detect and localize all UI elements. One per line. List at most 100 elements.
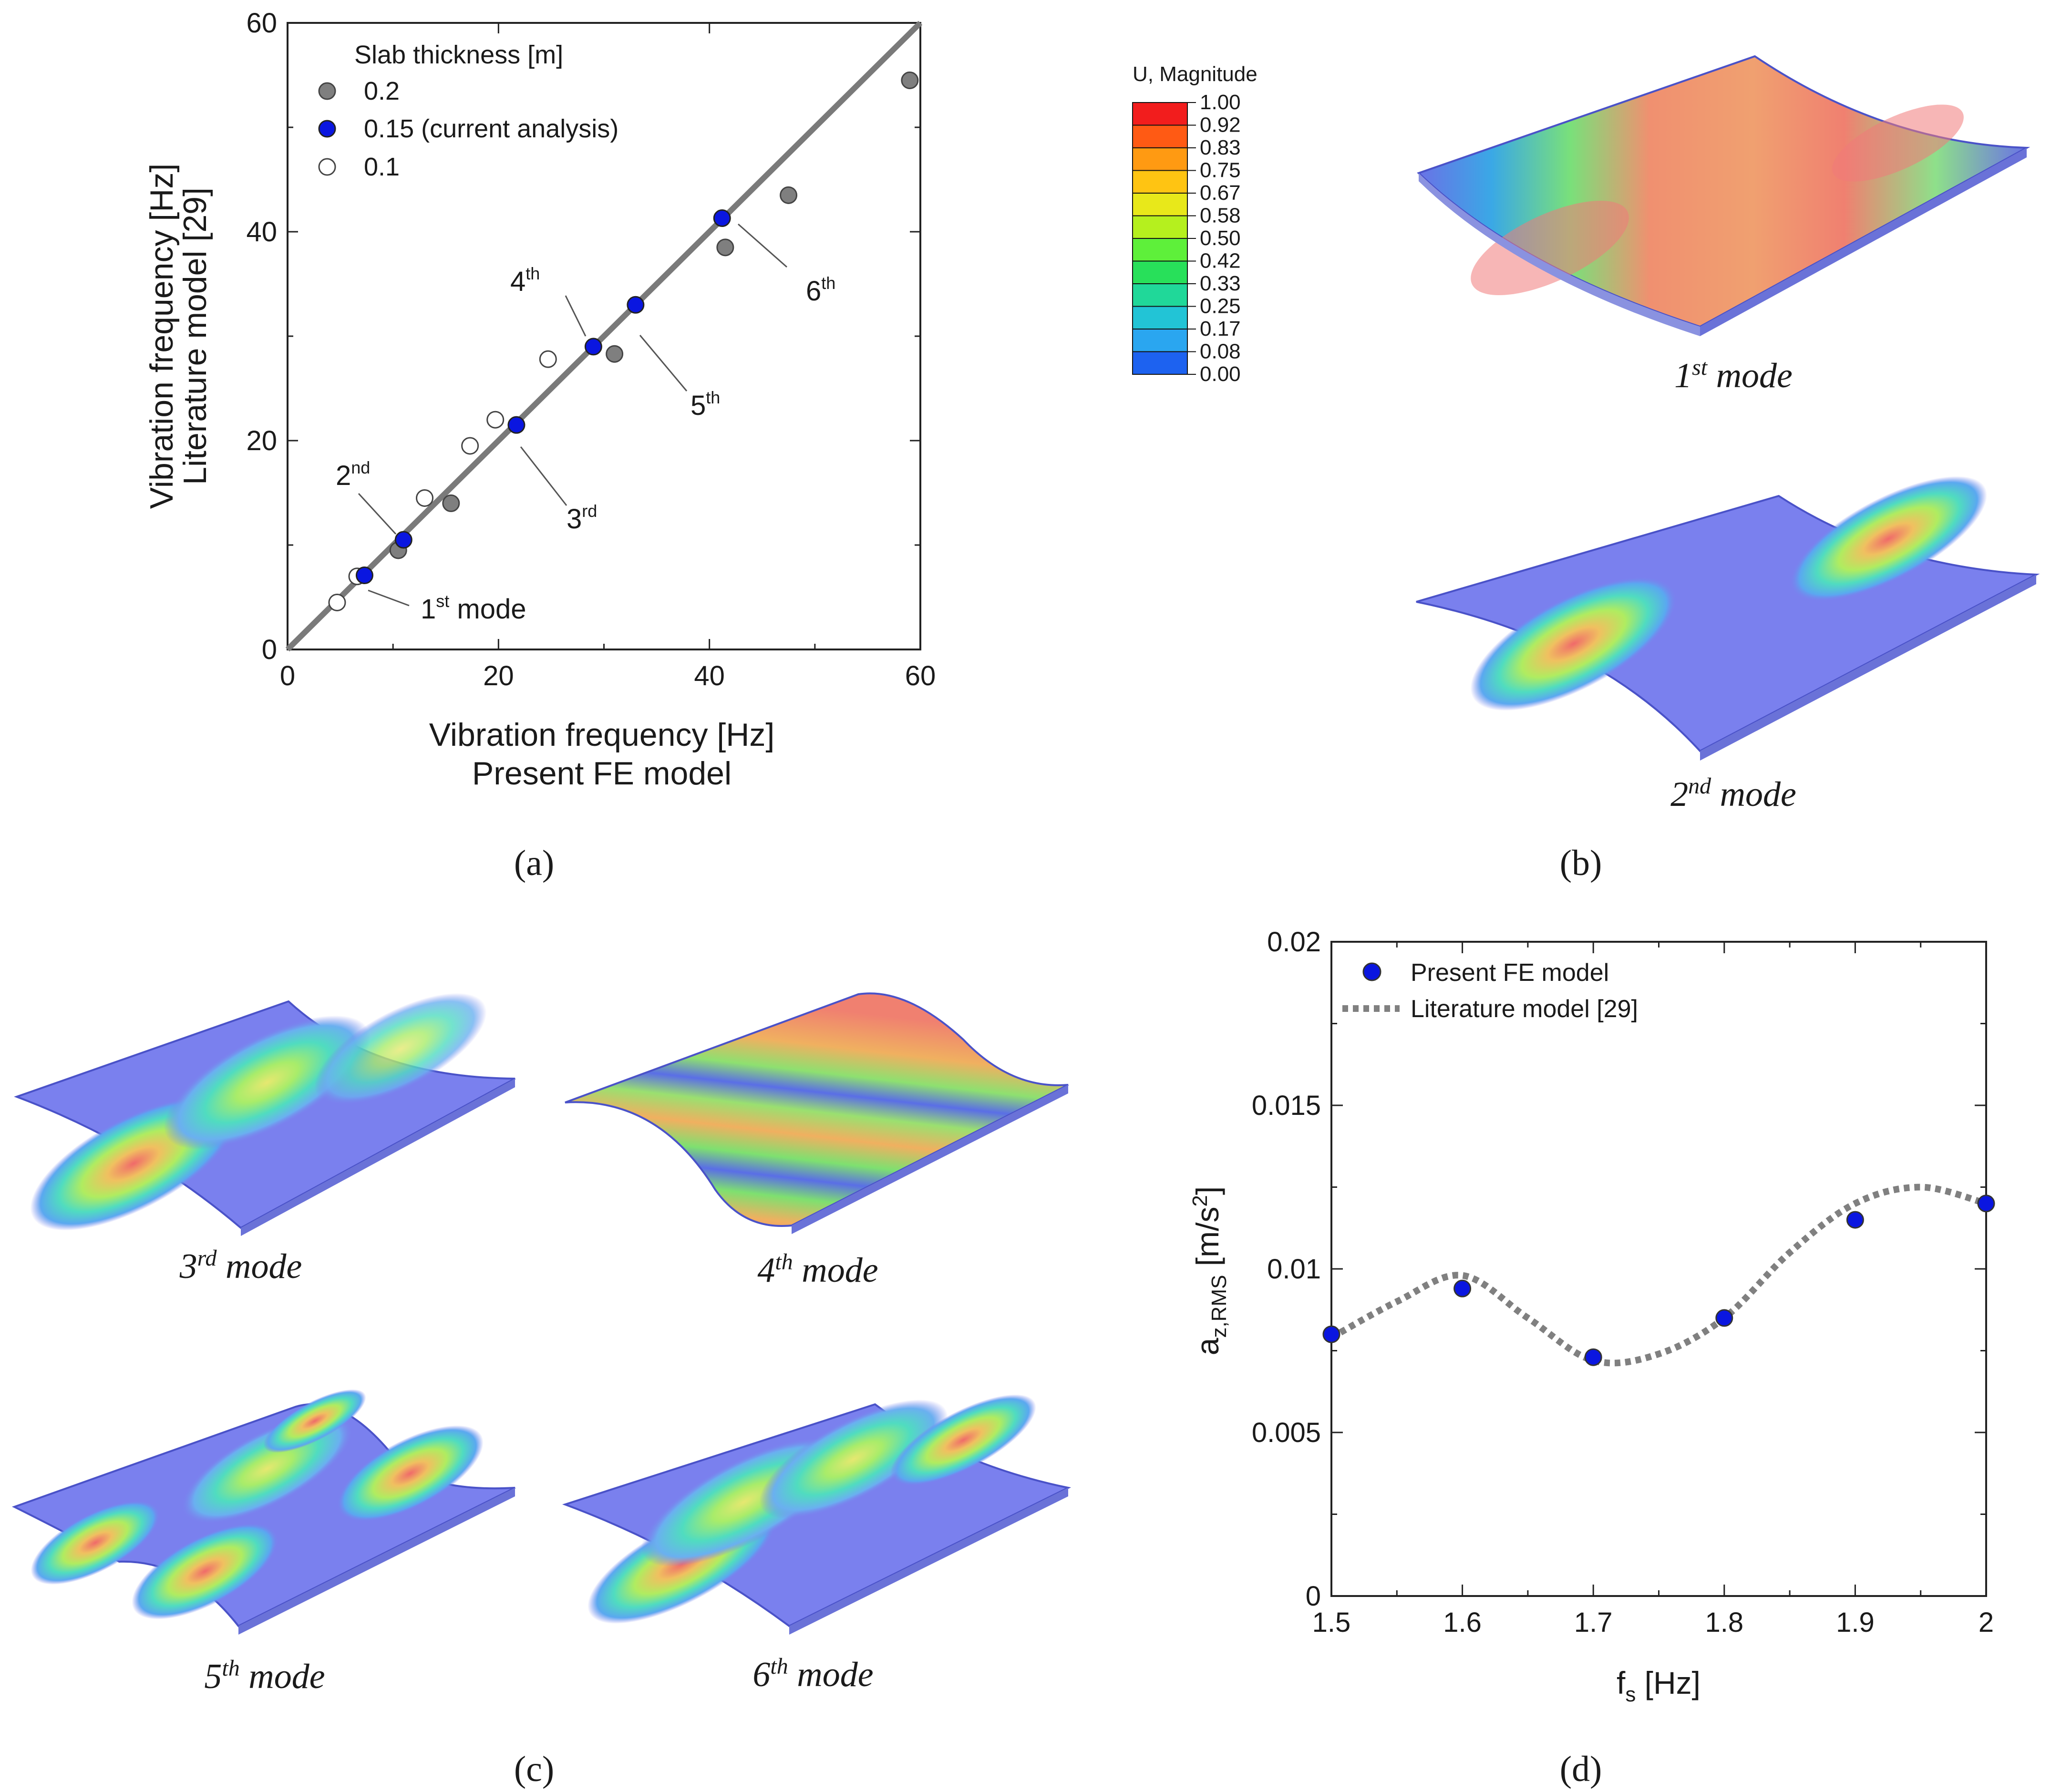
a-xtick-label-60: 60 [905,660,936,691]
a-xtick-label-40: 40 [694,660,725,691]
d-literature-curve [1330,1184,1987,1367]
annotation-mode-3: 3rd [567,501,597,535]
panel-label-a: (a) [514,843,554,883]
a-point-0.2-4 [780,186,798,204]
a-point-0.15-3 [584,338,602,356]
a-ytick-label-40: 40 [246,216,277,247]
colorbar-label-0.00: 0.00 [1200,362,1241,386]
legend-marker-0.2 [318,82,336,100]
legend-marker-0.15 [318,120,336,138]
d-point-1.8 [1715,1309,1733,1327]
mode-6-shape [562,1394,1072,1635]
panel-d-literature-line [1330,1184,1987,1367]
colorbar-label-0.92: 0.92 [1200,113,1241,137]
a-point-0.15-4 [627,296,645,314]
colorbar-band-5 [1132,215,1188,239]
panel-a-ylabel: Vibration frequency [Hz] [144,164,180,509]
colorbar-band-8 [1132,283,1188,307]
mode-4-label: 4th mode [757,1249,878,1290]
mode-1-shape [1417,55,2030,336]
a-point-0.1-2 [416,489,434,507]
mode-5-shape [11,1389,515,1635]
colorbar-band-11 [1132,351,1188,375]
d-point-1.7 [1584,1348,1602,1366]
annotation-mode-1: 1st mode [421,591,526,625]
a-point-0.15-2 [507,416,526,434]
a-point-0.15-0 [355,566,373,585]
a-point-0.1-3 [461,437,479,455]
legend-label-0.1: 0.1 [364,153,400,181]
a-ytick-label-60: 60 [246,8,277,39]
d-xtick-label-1.8: 1.8 [1705,1607,1743,1638]
panel-d-xlabel: fs [Hz] [1617,1665,1701,1706]
legend-label-fe: Present FE model [1411,959,1609,987]
legend-label-0.15: 0.15 (current analysis) [364,114,618,143]
d-xtick-label-2: 2 [1979,1607,1994,1638]
colorbar-label-0.75: 0.75 [1200,159,1241,182]
d-xtick-label-1.9: 1.9 [1836,1607,1875,1638]
a-xtick-label-0: 0 [280,660,295,691]
panel-label-b: (b) [1560,843,1602,883]
panel-a-annotations [358,223,787,607]
legend-marker-0.1 [318,158,336,176]
d-ytick-label-0.02: 0.02 [1267,927,1321,958]
panel-a-data-points [328,71,919,611]
a-ytick-label-20: 20 [246,425,277,456]
panel-a-xlabel-secondary: Present FE model [472,755,732,792]
a-point-0.2-3 [716,238,734,257]
panel-a-ylabel-secondary: Literature model [29] [177,187,213,485]
colorbar-label-0.58: 0.58 [1200,204,1241,227]
colorbar-label-0.08: 0.08 [1200,340,1241,363]
colorbar-label-0.50: 0.50 [1200,227,1241,250]
colorbar-band-4 [1132,193,1188,216]
panel-d: 1.5 1.6 1.7 1.8 1.9 2 0 0.005 0.01 0.015 0.02 Pres… [1188,927,1995,1789]
d-point-1.6 [1453,1279,1472,1298]
d-ytick-label-0: 0 [1306,1581,1321,1612]
annotation-mode-5: 5th [691,388,720,421]
a-point-0.2-2 [606,345,624,363]
mode-5-label: 5th mode [204,1656,325,1696]
legend-label-literature: Literature model [29] [1411,995,1638,1023]
d-point-1.5 [1322,1325,1340,1343]
colorbar: 1.000.920.830.750.670.580.500.420.330.25… [1132,91,1241,386]
colorbar-band-1 [1132,124,1188,148]
panel-label-d: (d) [1560,1749,1602,1789]
mode-2-shape [1416,476,2040,761]
a-point-0.1-0 [328,593,346,611]
d-xtick-label-1.5: 1.5 [1312,1607,1351,1638]
legend-label-0.2: 0.2 [364,77,400,105]
d-xtick-label-1.7: 1.7 [1574,1607,1613,1638]
panel-d-ylabel: az,RMS [m/s2] [1188,1186,1231,1356]
panel-d-legend: Present FE model Literature model [29] [1342,959,1638,1023]
panel-c: 3rd mode 4th mode 5th mode 6th mode [11,992,1072,1789]
colorbar-label-0.83: 0.83 [1200,136,1241,159]
panel-b: U, Magnitude 1.000.920.830.750.670.580.5… [1132,55,2040,883]
d-ytick-label-0.005: 0.005 [1252,1417,1321,1448]
a-point-0.1-5 [539,350,557,368]
colorbar-label-1.00: 1.00 [1200,91,1241,114]
annotation-mode-6: 6th [806,273,835,307]
mode-3-label: 3rd mode [179,1246,302,1286]
colorbar-label-0.25: 0.25 [1200,295,1241,318]
colorbar-band-3 [1132,170,1188,194]
mode-4-shape [565,992,1069,1234]
colorbar-label-0.67: 0.67 [1200,181,1241,205]
d-point-2 [1977,1195,1995,1213]
mode-1-label: 1st mode [1674,355,1793,395]
d-ytick-label-0.015: 0.015 [1252,1090,1321,1121]
mode-6-label: 6th mode [752,1654,873,1694]
a-point-0.2-1 [442,494,460,512]
annotation-mode-2: 2nd [336,458,370,491]
panel-d-plot-frame [1330,941,1987,1597]
panel-d-fe-points [1322,1195,1995,1366]
a-point-0.15-1 [394,531,412,549]
d-ytick-label-0.01: 0.01 [1267,1254,1321,1285]
a-point-0.2-5 [901,71,919,89]
panel-d-axis-ticks: 1.5 1.6 1.7 1.8 1.9 2 0 0.005 0.01 0.015 0.02 [1252,927,1994,1638]
panel-a-axis-ticks: 0 20 40 60 0 20 40 60 [246,8,936,691]
panel-a-xlabel: Vibration frequency [Hz] [429,717,774,753]
panel-a-legend: Slab thickness [m] 0.2 0.15 (current ana… [318,41,618,181]
a-xtick-label-20: 20 [483,660,514,691]
